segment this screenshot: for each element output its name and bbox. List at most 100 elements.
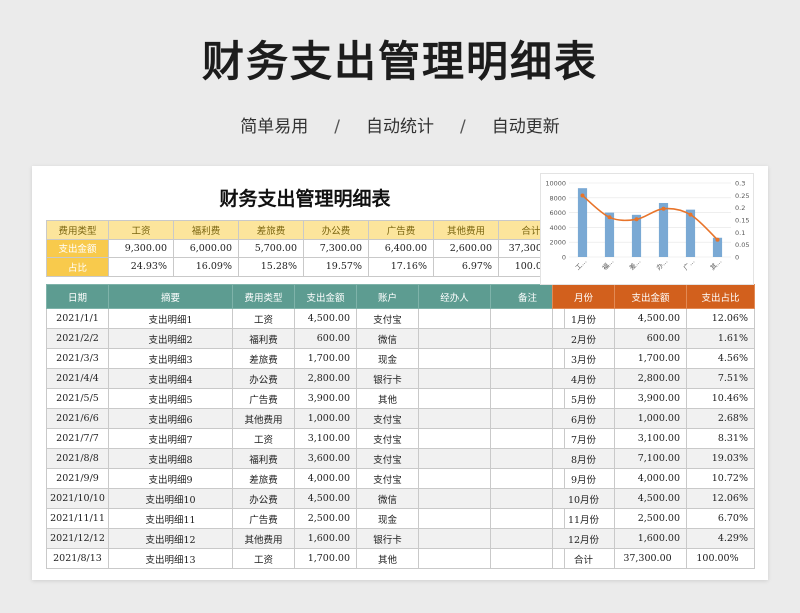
summary-amount-cell[interactable]: 6,000.00 (173, 238, 239, 258)
detail-column-header[interactable]: 经办人 (418, 284, 491, 309)
detail-column-header[interactable]: 日期 (46, 284, 109, 309)
table-cell[interactable]: 支出明细9 (108, 468, 233, 489)
table-cell[interactable]: 2021/6/6 (46, 408, 109, 429)
table-cell[interactable]: 差旅费 (232, 468, 295, 489)
table-cell[interactable]: 4,500.00 (614, 308, 687, 329)
table-cell[interactable]: 支出明细6 (108, 408, 233, 429)
table-cell[interactable]: 1,600.00 (614, 528, 687, 549)
detail-column-header[interactable]: 摘要 (108, 284, 233, 309)
table-cell[interactable]: 支出明细5 (108, 388, 233, 409)
table-cell[interactable] (418, 408, 491, 429)
table-cell[interactable]: 支出明细8 (108, 448, 233, 469)
table-cell[interactable]: 办公费 (232, 368, 295, 389)
table-cell[interactable]: 4.56% (686, 348, 755, 369)
table-cell[interactable]: 2021/10/10 (46, 488, 109, 509)
table-cell[interactable]: 12.06% (686, 308, 755, 329)
table-cell[interactable]: 广告费 (232, 388, 295, 409)
table-cell[interactable]: 福利费 (232, 448, 295, 469)
table-cell[interactable]: 5月份 (552, 388, 615, 409)
table-cell[interactable]: 4,000.00 (294, 468, 357, 489)
table-cell[interactable]: 工资 (232, 428, 295, 449)
summary-category-cell[interactable]: 工资 (108, 220, 174, 240)
table-cell[interactable]: 9月份 (552, 468, 615, 489)
table-cell[interactable]: 2,500.00 (614, 508, 687, 529)
summary-ratio-cell[interactable]: 6.97% (433, 257, 499, 277)
table-cell[interactable]: 差旅费 (232, 348, 295, 369)
table-cell[interactable] (490, 368, 565, 389)
table-cell[interactable]: 1,000.00 (294, 408, 357, 429)
table-cell[interactable]: 6.70% (686, 508, 755, 529)
table-cell[interactable]: 6月份 (552, 408, 615, 429)
table-cell[interactable]: 4,000.00 (614, 468, 687, 489)
table-cell[interactable]: 支出明细11 (108, 508, 233, 529)
table-cell[interactable]: 7.51% (686, 368, 755, 389)
summary-amount-cell[interactable]: 9,300.00 (108, 238, 174, 258)
table-cell[interactable]: 2021/1/1 (46, 308, 109, 329)
table-cell[interactable]: 12.06% (686, 488, 755, 509)
monthly-column-header[interactable]: 月份 (552, 284, 615, 309)
summary-category-cell[interactable]: 广告费 (368, 220, 434, 240)
summary-category-cell[interactable]: 办公费 (303, 220, 369, 240)
table-cell[interactable]: 4,500.00 (294, 308, 357, 329)
table-cell[interactable]: 支付宝 (356, 308, 419, 329)
table-cell[interactable] (418, 348, 491, 369)
summary-ratio-label[interactable]: 占比 (46, 257, 109, 277)
table-cell[interactable]: 工资 (232, 308, 295, 329)
summary-ratio-cell[interactable]: 15.28% (238, 257, 304, 277)
detail-column-header[interactable]: 费用类型 (232, 284, 295, 309)
table-cell[interactable]: 1,600.00 (294, 528, 357, 549)
table-cell[interactable]: 支出明细13 (108, 548, 233, 569)
table-cell[interactable] (418, 308, 491, 329)
table-cell[interactable]: 2月份 (552, 328, 615, 349)
table-cell[interactable]: 37,300.00 (614, 548, 687, 569)
table-cell[interactable]: 支出明细4 (108, 368, 233, 389)
table-cell[interactable]: 7月份 (552, 428, 615, 449)
monthly-column-header[interactable]: 支出金额 (614, 284, 687, 309)
summary-amount-cell[interactable]: 6,400.00 (368, 238, 434, 258)
table-cell[interactable]: 1,700.00 (294, 548, 357, 569)
table-cell[interactable]: 1,700.00 (614, 348, 687, 369)
table-cell[interactable]: 福利费 (232, 328, 295, 349)
summary-ratio-cell[interactable]: 19.57% (303, 257, 369, 277)
summary-category-cell[interactable]: 差旅费 (238, 220, 304, 240)
table-cell[interactable]: 现金 (356, 508, 419, 529)
table-cell[interactable] (490, 408, 565, 429)
monthly-column-header[interactable]: 支出占比 (686, 284, 755, 309)
table-cell[interactable]: 2021/12/12 (46, 528, 109, 549)
table-cell[interactable]: 4,500.00 (294, 488, 357, 509)
table-cell[interactable]: 10月份 (552, 488, 615, 509)
table-cell[interactable]: 工资 (232, 548, 295, 569)
summary-amount-label[interactable]: 支出金额 (46, 238, 109, 258)
summary-category-cell[interactable]: 福利费 (173, 220, 239, 240)
table-cell[interactable]: 2021/8/13 (46, 548, 109, 569)
table-cell[interactable]: 3,100.00 (614, 428, 687, 449)
table-cell[interactable] (418, 448, 491, 469)
table-cell[interactable]: 2.68% (686, 408, 755, 429)
table-cell[interactable]: 1月份 (552, 308, 615, 329)
table-cell[interactable]: 3,100.00 (294, 428, 357, 449)
detail-column-header[interactable]: 支出金额 (294, 284, 357, 309)
table-cell[interactable] (418, 368, 491, 389)
table-cell[interactable]: 微信 (356, 488, 419, 509)
table-cell[interactable]: 银行卡 (356, 368, 419, 389)
table-cell[interactable]: 支出明细10 (108, 488, 233, 509)
table-cell[interactable]: 3月份 (552, 348, 615, 369)
table-cell[interactable]: 支出明细12 (108, 528, 233, 549)
table-cell[interactable] (418, 548, 491, 569)
table-cell[interactable] (418, 508, 491, 529)
table-cell[interactable]: 支付宝 (356, 408, 419, 429)
table-cell[interactable]: 2021/9/9 (46, 468, 109, 489)
table-cell[interactable]: 600.00 (614, 328, 687, 349)
summary-ratio-cell[interactable]: 16.09% (173, 257, 239, 277)
table-cell[interactable]: 银行卡 (356, 528, 419, 549)
summary-ratio-cell[interactable]: 24.93% (108, 257, 174, 277)
table-cell[interactable] (418, 468, 491, 489)
table-cell[interactable]: 支出明细3 (108, 348, 233, 369)
table-cell[interactable]: 3,900.00 (294, 388, 357, 409)
table-cell[interactable] (418, 488, 491, 509)
table-cell[interactable]: 办公费 (232, 488, 295, 509)
table-cell[interactable]: 其他费用 (232, 528, 295, 549)
table-cell[interactable]: 2021/4/4 (46, 368, 109, 389)
table-cell[interactable]: 4月份 (552, 368, 615, 389)
table-cell[interactable]: 11月份 (552, 508, 615, 529)
